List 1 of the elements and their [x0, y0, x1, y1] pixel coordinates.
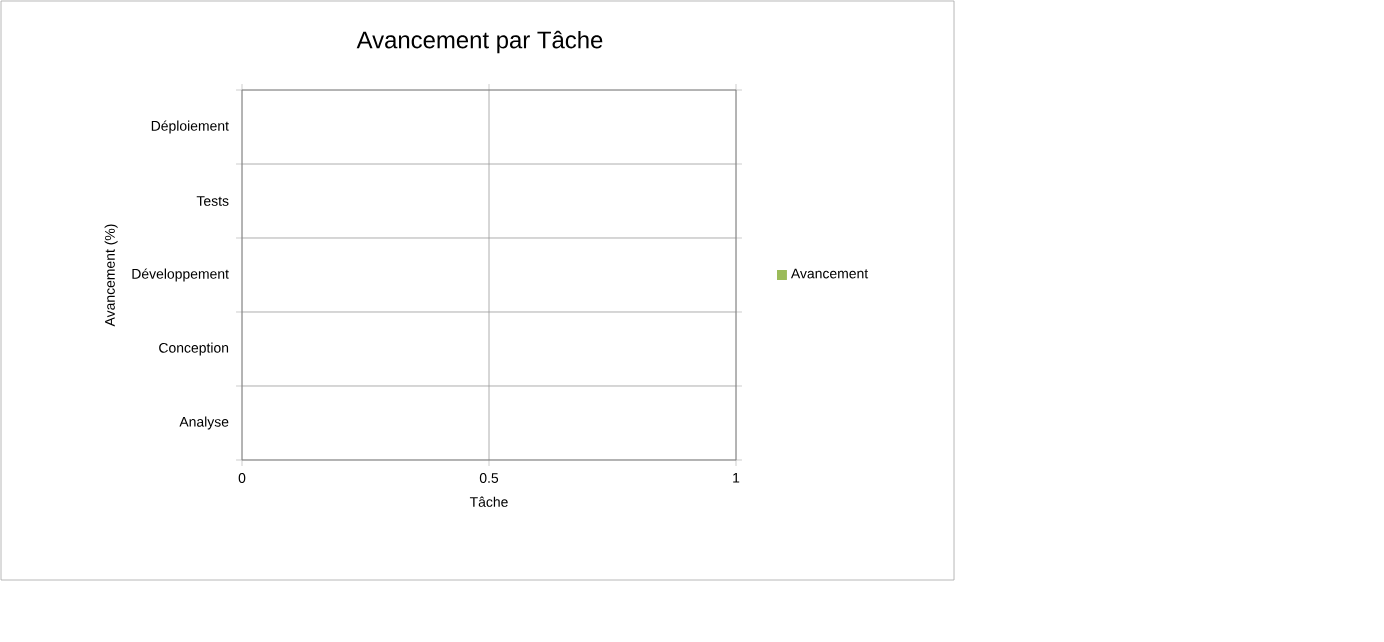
chart-title: Avancement par Tâche: [356, 30, 603, 54]
